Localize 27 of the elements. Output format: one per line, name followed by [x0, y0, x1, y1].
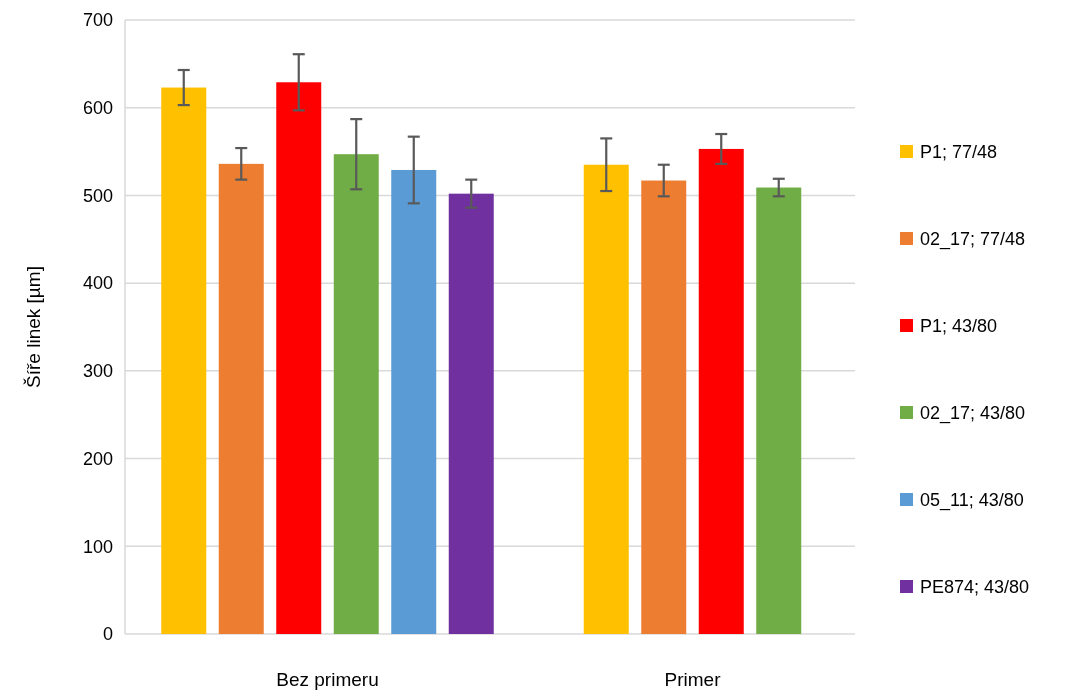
x-tick-label: Primer [664, 669, 722, 690]
y-tick-label: 200 [82, 448, 113, 469]
legend-label: 05_11; 43/80 [920, 490, 1024, 512]
bar [391, 169, 437, 634]
bar [276, 82, 322, 634]
bar [218, 163, 264, 634]
y-tick-label: 400 [82, 273, 113, 294]
legend-label: 02_17; 77/48 [920, 229, 1026, 251]
legend-label: P1; 43/80 [920, 316, 998, 337]
bar [583, 164, 629, 634]
bar [756, 187, 802, 634]
bar [161, 87, 207, 634]
y-tick-label: 500 [82, 185, 113, 206]
y-tick-label: 0 [102, 624, 113, 645]
y-tick-label: 300 [82, 361, 113, 382]
bar [333, 154, 379, 634]
y-tick-label: 600 [82, 98, 113, 119]
legend-label: PE874; 43/80 [920, 577, 1030, 598]
y-tick-label: 700 [82, 10, 113, 31]
bar [698, 148, 744, 634]
x-tick-label: Bez primeru [276, 669, 379, 690]
bar [641, 180, 687, 634]
y-tick-label: 100 [82, 536, 113, 557]
bar [448, 193, 494, 634]
y-axis-title: Šíře linek [µm] [23, 266, 44, 388]
legend-label: 02_17; 43/80 [920, 403, 1026, 425]
legend-label: P1; 77/48 [920, 142, 998, 163]
